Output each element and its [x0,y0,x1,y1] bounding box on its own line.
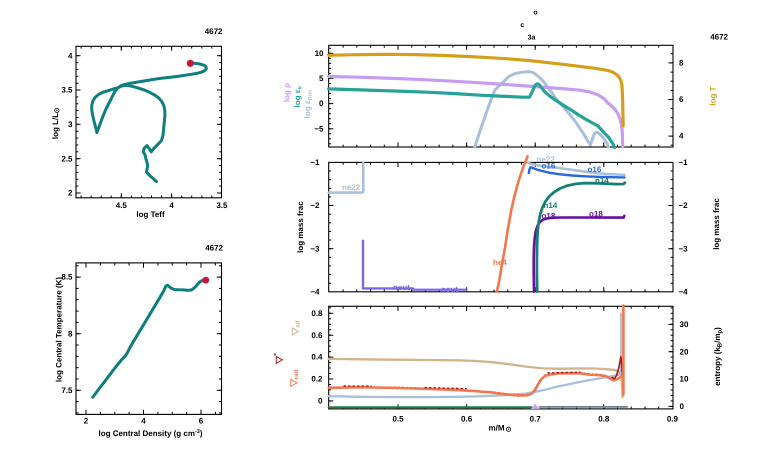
svg-text:0.7: 0.7 [530,415,542,424]
svg-text:ad: ad [295,320,302,327]
svg-text:4: 4 [141,417,146,426]
svg-text:*: * [273,353,280,356]
svg-text:0.6: 0.6 [311,331,323,340]
svg-text:8.5: 8.5 [61,273,73,282]
svg-text:4: 4 [169,201,174,210]
svg-text:−5: −5 [314,124,324,133]
svg-text:0.8: 0.8 [598,415,610,424]
svg-text:0.6: 0.6 [461,415,473,424]
svg-text:−3: −3 [310,244,320,253]
svg-text:entropy (kB/mp): entropy (kB/mp) [713,327,724,386]
svg-text:−2: −2 [310,201,320,210]
svg-text:he4: he4 [493,258,507,267]
svg-text:10: 10 [315,49,324,58]
svg-text:rad: rad [293,370,300,380]
svg-text:0.8: 0.8 [311,309,323,318]
svg-text:log L/L: log L/L [51,113,60,139]
svg-text:2: 2 [84,417,89,426]
svg-text:n14: n14 [595,176,609,185]
svg-text:neut: neut [441,285,458,294]
svg-text:0.2: 0.2 [311,375,323,384]
svg-text:neut: neut [393,283,410,292]
svg-text:0.9: 0.9 [667,415,679,424]
svg-text:10: 10 [680,375,689,384]
svg-text:o16: o16 [542,162,556,171]
svg-text:o16: o16 [588,165,602,174]
svg-text:log εν: log εν [293,85,304,107]
svg-text:log mass frac: log mass frac [712,198,721,250]
svg-text:−1: −1 [310,158,320,167]
svg-text:−1: −1 [679,158,689,167]
svg-text:o: o [533,9,537,16]
svg-text:3.5: 3.5 [216,201,228,210]
svg-text:−3: −3 [679,244,689,253]
svg-text:0: 0 [319,99,324,108]
svg-text:−4: −4 [679,287,689,296]
svg-text:5: 5 [319,74,324,83]
svg-text:0.5: 0.5 [392,415,404,424]
svg-text:0: 0 [680,402,685,411]
svg-text:7.5: 7.5 [61,386,73,395]
svg-text:log T: log T [709,86,718,105]
svg-text:3.5: 3.5 [61,86,73,95]
svg-text:−2: −2 [679,201,689,210]
svg-text:6: 6 [679,95,684,104]
svg-text:0.4: 0.4 [311,353,323,362]
svg-text:30: 30 [680,320,689,329]
svg-text:ne22: ne22 [537,155,556,164]
svg-text:20: 20 [680,347,689,356]
svg-text:log ρ: log ρ [283,83,292,102]
svg-text:0: 0 [318,397,323,406]
svg-text:2.5: 2.5 [61,154,73,163]
svg-text:log Central Density (g cm-3): log Central Density (g cm-3) [98,429,202,438]
svg-text:3: 3 [68,120,73,129]
svg-text:4: 4 [68,51,73,60]
svg-text:2: 2 [68,189,73,198]
svg-text:8: 8 [679,59,684,68]
svg-text:log εnuc: log εnuc [303,89,314,118]
svg-text:3a: 3a [528,35,536,42]
svg-text:log Central Temperature (K): log Central Temperature (K) [55,277,64,383]
svg-text:4.5: 4.5 [116,201,128,210]
svg-text:8: 8 [68,329,73,338]
svg-text:o18: o18 [542,211,556,220]
svg-text:4672: 4672 [205,244,223,253]
svg-text:m/M: m/M [489,424,505,433]
svg-text:log mass frac: log mass frac [296,201,305,253]
svg-text:4: 4 [679,132,684,141]
svg-text:c: c [520,22,524,29]
svg-text:n14: n14 [544,201,558,210]
svg-text:ne22: ne22 [342,183,361,192]
svg-text:6: 6 [199,417,204,426]
svg-text:log Teff: log Teff [136,210,165,219]
svg-text:4672: 4672 [205,27,223,36]
svg-text:o18: o18 [589,210,603,219]
svg-text:4672: 4672 [710,33,728,42]
svg-text:−4: −4 [310,287,320,296]
